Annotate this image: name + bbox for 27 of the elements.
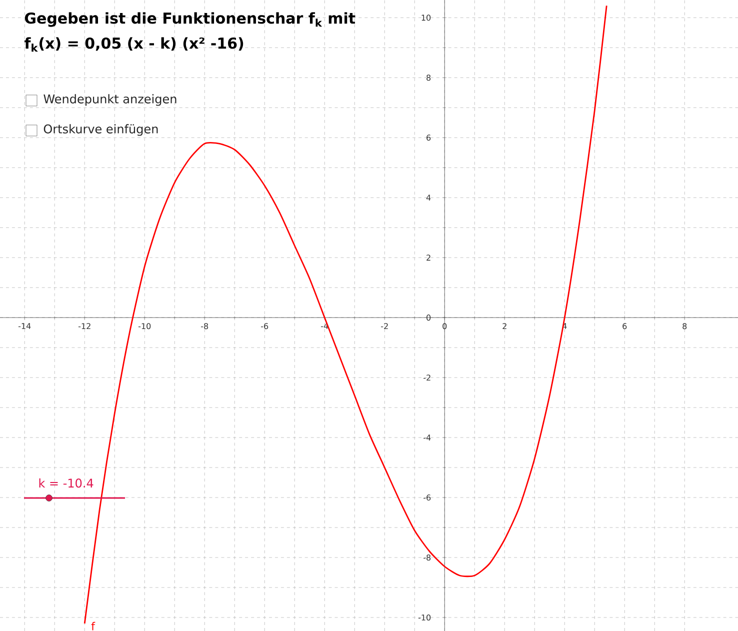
y-tick-label: 4 — [426, 194, 431, 201]
x-tick-label: -12 — [78, 323, 90, 330]
y-tick-label: -2 — [424, 374, 430, 381]
y-tick-label: -4 — [424, 434, 431, 440]
y-tick-label: 10 — [422, 14, 431, 21]
annotation: Wendepunkt anzeigen — [44, 94, 176, 106]
annotation: k = -10.4 — [39, 478, 94, 488]
x-tick-label: -8 — [201, 323, 208, 330]
x-tick-label: -2 — [381, 323, 388, 330]
y-tick-label: 8 — [426, 74, 431, 81]
y-tick-label: -6 — [424, 494, 431, 501]
x-tick-label: 0 — [442, 323, 447, 330]
y-tick-label: -8 — [424, 554, 431, 561]
x-tick-label: 6 — [622, 323, 627, 330]
annotation: f — [91, 622, 96, 630]
x-tick-label: -14 — [18, 323, 31, 329]
text: f$_{k}$(x) = 0,05 (x - k) (x² -16) — [24, 37, 244, 52]
x-tick-label: -6 — [261, 323, 268, 330]
x-tick-label: 2 — [502, 323, 506, 330]
text: Gegeben ist die Funktionenschar f$_{k}$ mit — [24, 12, 356, 27]
y-tick-label: 0 — [426, 314, 431, 321]
x-tick-label: -10 — [138, 323, 151, 330]
y-tick-label: -10 — [418, 614, 431, 621]
x-tick-label: 8 — [682, 323, 687, 330]
y-tick-label: 2 — [426, 254, 430, 261]
y-tick-label: 6 — [426, 134, 431, 141]
annotation: Ortskurve einfügen — [44, 124, 158, 136]
